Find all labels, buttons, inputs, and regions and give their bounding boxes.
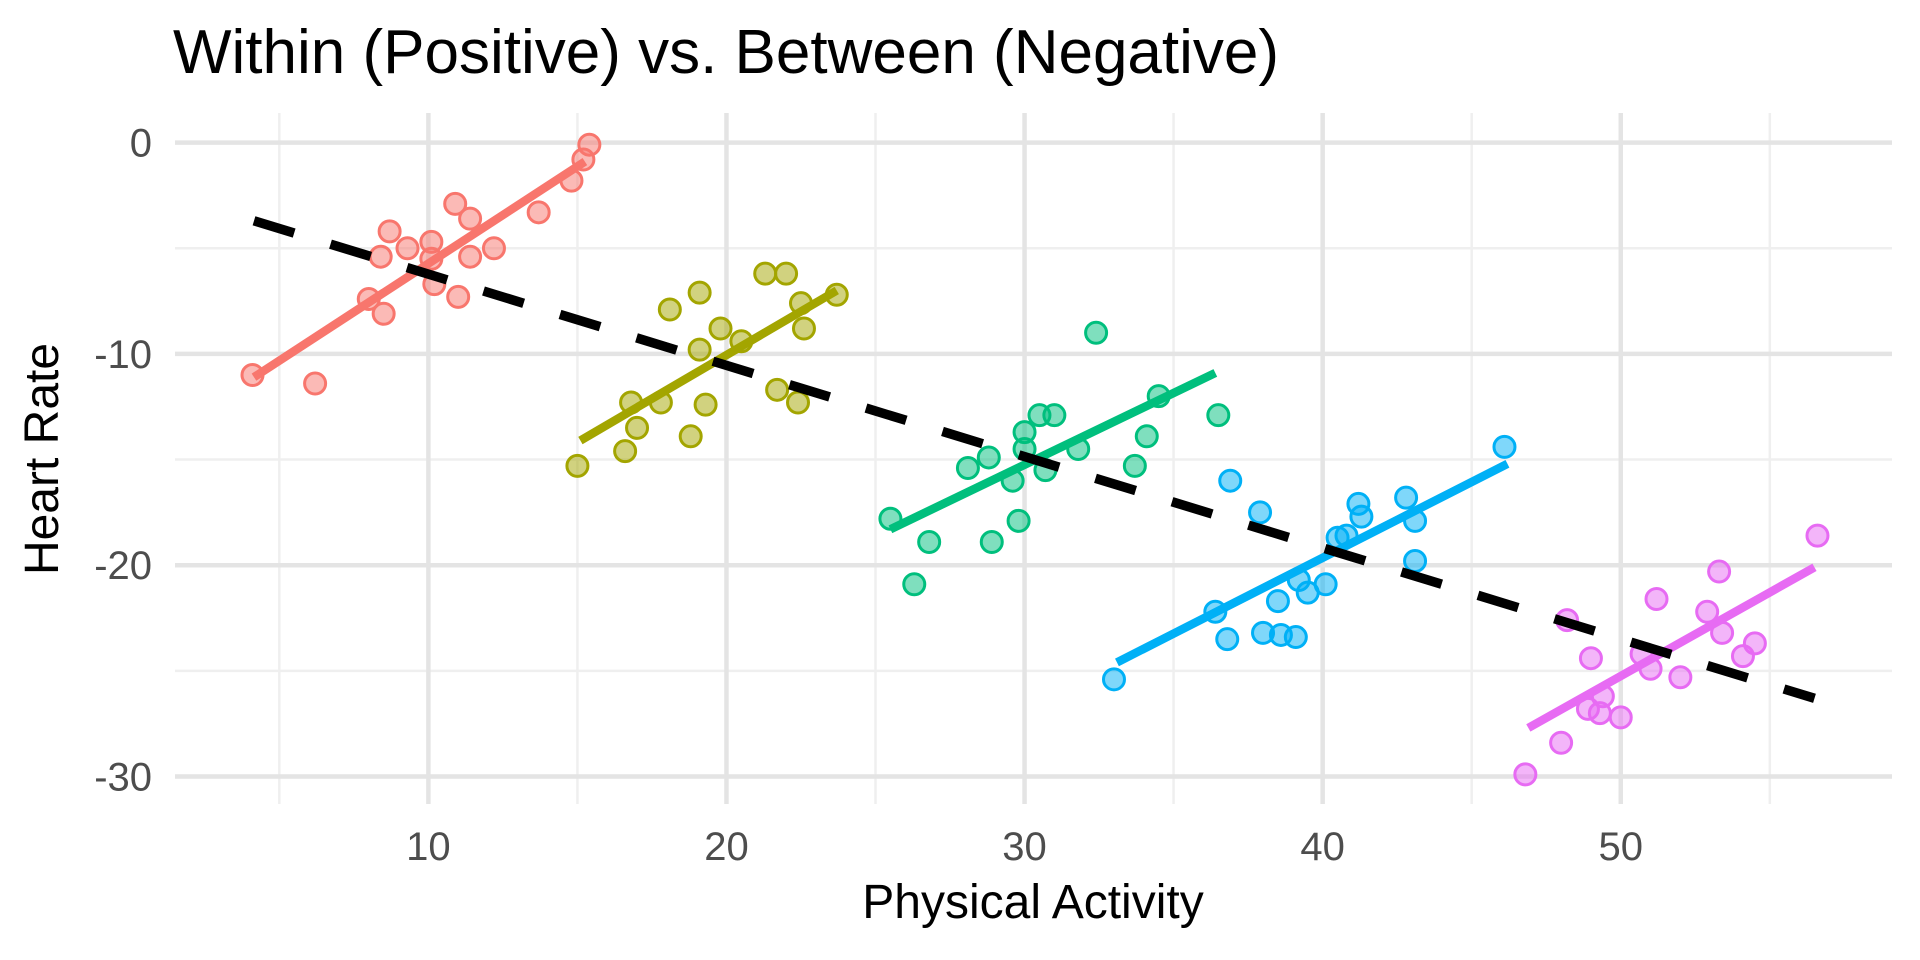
data-point	[1206, 403, 1231, 428]
data-point	[1742, 631, 1767, 656]
data-point	[1513, 762, 1538, 787]
data-point	[443, 191, 468, 216]
data-point	[979, 529, 1004, 554]
data-point	[765, 377, 790, 402]
data-point	[687, 280, 712, 305]
within-fit-line	[1526, 563, 1817, 732]
tick-label-layer: 10 20 30 40 50 0 -10 -20 -30	[94, 122, 1643, 869]
data-point	[577, 132, 602, 157]
data-point	[368, 244, 393, 269]
y-tick-label: -30	[94, 756, 152, 800]
y-tick-label: 0	[130, 122, 152, 166]
data-point	[955, 456, 980, 481]
between-line-layer	[252, 216, 1816, 703]
data-point	[1492, 434, 1517, 459]
data-point	[1215, 627, 1240, 652]
data-point	[395, 236, 420, 261]
data-point	[708, 316, 733, 341]
data-point	[1668, 665, 1693, 690]
y-tick-label: -10	[94, 333, 152, 377]
data-point	[1218, 468, 1243, 493]
data-point	[1265, 589, 1290, 614]
data-point	[753, 261, 778, 286]
data-point	[1042, 403, 1067, 428]
x-tick-label: 10	[406, 825, 451, 869]
between-fit-line	[252, 216, 1816, 703]
data-point	[458, 244, 483, 269]
y-tick-label: -20	[94, 544, 152, 588]
data-point	[1349, 504, 1374, 529]
data-point	[902, 572, 927, 597]
within-fit-line	[578, 286, 839, 445]
data-point	[678, 424, 703, 449]
x-axis-title: Physical Activity	[862, 876, 1203, 929]
data-point	[1006, 508, 1031, 533]
data-point	[791, 316, 816, 341]
data-point	[1101, 667, 1126, 692]
data-point	[1805, 523, 1830, 548]
data-point	[917, 529, 942, 554]
data-point	[613, 439, 638, 464]
data-point	[687, 337, 712, 362]
data-point	[1283, 625, 1308, 650]
data-point	[1394, 485, 1419, 510]
data-point	[786, 390, 811, 415]
data-point	[1608, 705, 1633, 730]
data-point	[303, 371, 328, 396]
data-point	[1578, 646, 1603, 671]
y-axis-title: Heart Rate	[16, 343, 69, 575]
grid-layer	[175, 113, 1892, 804]
data-point	[1403, 548, 1428, 573]
plot-title: Within (Positive) vs. Between (Negative)	[173, 18, 1279, 87]
data-point	[371, 301, 396, 326]
data-point	[1549, 730, 1574, 755]
x-tick-label: 40	[1300, 825, 1345, 869]
x-tick-label: 50	[1598, 825, 1643, 869]
data-point	[377, 219, 402, 244]
series-layer	[240, 132, 1830, 787]
data-point	[774, 261, 799, 286]
data-point	[625, 415, 650, 440]
within-fit-line	[888, 369, 1218, 534]
data-point	[1122, 453, 1147, 478]
within-fit-line	[1115, 459, 1510, 667]
data-point	[1084, 320, 1109, 345]
data-point	[458, 206, 483, 231]
data-point	[657, 297, 682, 322]
data-point	[1695, 599, 1720, 624]
x-tick-label: 20	[704, 825, 749, 869]
data-point	[565, 453, 590, 478]
series-cluster-3	[878, 320, 1231, 597]
data-point	[1313, 572, 1338, 597]
data-point	[526, 200, 551, 225]
data-point	[1134, 424, 1159, 449]
data-point	[1707, 559, 1732, 584]
data-point	[481, 236, 506, 261]
data-point	[1644, 587, 1669, 612]
data-point	[976, 445, 1001, 470]
data-point	[446, 284, 471, 309]
data-point	[1248, 500, 1273, 525]
x-tick-label: 30	[1002, 825, 1047, 869]
data-point	[693, 392, 718, 417]
